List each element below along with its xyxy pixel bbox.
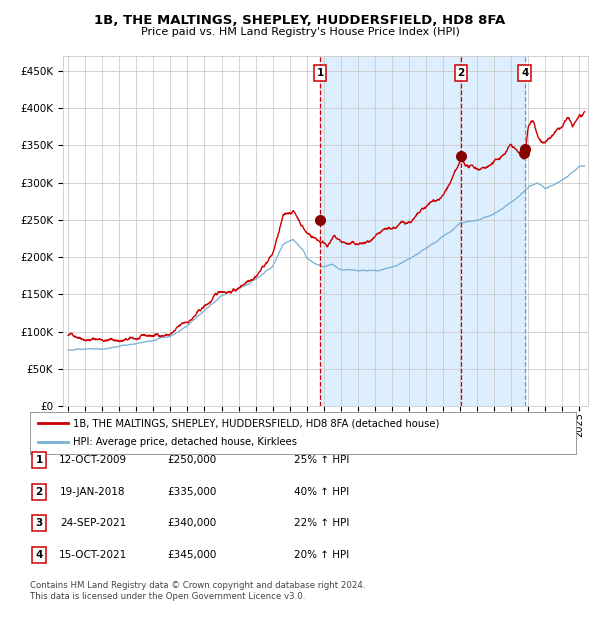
Text: 19-JAN-2018: 19-JAN-2018	[60, 487, 126, 497]
Text: 25% ↑ HPI: 25% ↑ HPI	[294, 455, 349, 465]
Text: £250,000: £250,000	[167, 455, 217, 465]
Text: 1B, THE MALTINGS, SHEPLEY, HUDDERSFIELD, HD8 8FA (detached house): 1B, THE MALTINGS, SHEPLEY, HUDDERSFIELD,…	[73, 418, 439, 428]
Text: 24-SEP-2021: 24-SEP-2021	[60, 518, 126, 528]
Text: 4: 4	[521, 68, 529, 78]
Text: £335,000: £335,000	[167, 487, 217, 497]
Text: 4: 4	[35, 550, 43, 560]
Text: HPI: Average price, detached house, Kirklees: HPI: Average price, detached house, Kirk…	[73, 438, 296, 448]
Text: 1: 1	[35, 455, 43, 465]
Text: £340,000: £340,000	[167, 518, 217, 528]
Text: Price paid vs. HM Land Registry's House Price Index (HPI): Price paid vs. HM Land Registry's House …	[140, 27, 460, 37]
Text: 2: 2	[457, 68, 464, 78]
Text: 1: 1	[316, 68, 323, 78]
Text: £345,000: £345,000	[167, 550, 217, 560]
Text: 1B, THE MALTINGS, SHEPLEY, HUDDERSFIELD, HD8 8FA: 1B, THE MALTINGS, SHEPLEY, HUDDERSFIELD,…	[94, 14, 506, 27]
Text: 2: 2	[35, 487, 43, 497]
Bar	[320, 56, 525, 406]
Text: This data is licensed under the Open Government Licence v3.0.: This data is licensed under the Open Gov…	[30, 592, 305, 601]
Text: 15-OCT-2021: 15-OCT-2021	[59, 550, 127, 560]
Text: 22% ↑ HPI: 22% ↑ HPI	[294, 518, 349, 528]
Text: 12-OCT-2009: 12-OCT-2009	[59, 455, 127, 465]
Text: Contains HM Land Registry data © Crown copyright and database right 2024.: Contains HM Land Registry data © Crown c…	[30, 581, 365, 590]
Text: 40% ↑ HPI: 40% ↑ HPI	[294, 487, 349, 497]
Text: 20% ↑ HPI: 20% ↑ HPI	[294, 550, 349, 560]
Text: 3: 3	[35, 518, 43, 528]
